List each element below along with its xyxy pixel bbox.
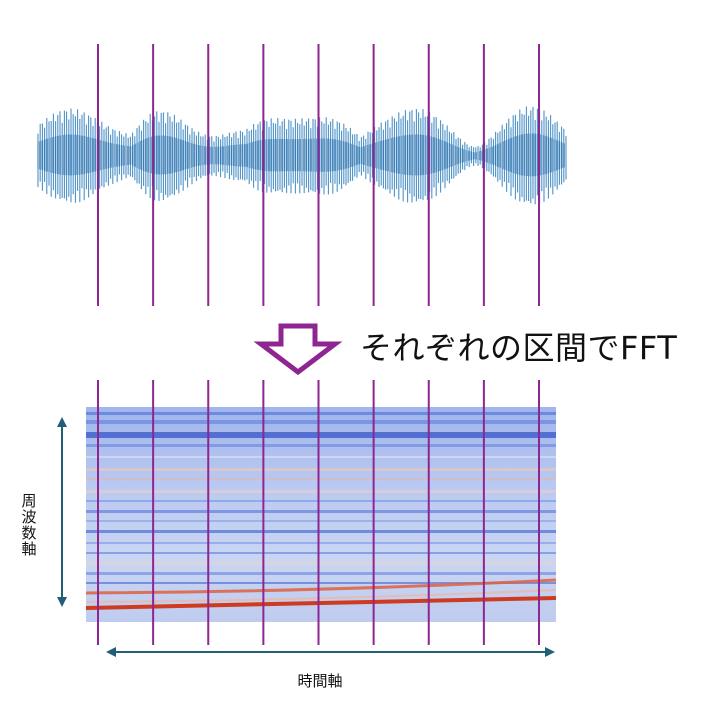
spectrogram-segment-lines bbox=[97, 380, 540, 645]
audio-waveform bbox=[37, 106, 567, 205]
down-arrow-icon bbox=[253, 323, 343, 376]
fft-caption: それぞれの区間でFFT bbox=[360, 329, 678, 367]
frequency-axis-label-text: 周波数軸 bbox=[19, 493, 38, 557]
time-axis-label: 時間軸 bbox=[297, 672, 343, 690]
frequency-axis-arrow bbox=[57, 417, 67, 607]
waveform-segment-lines bbox=[97, 44, 540, 306]
frequency-axis-label: 周波数軸 bbox=[10, 475, 48, 575]
spectrogram bbox=[86, 407, 556, 622]
time-axis-arrow bbox=[106, 647, 555, 657]
